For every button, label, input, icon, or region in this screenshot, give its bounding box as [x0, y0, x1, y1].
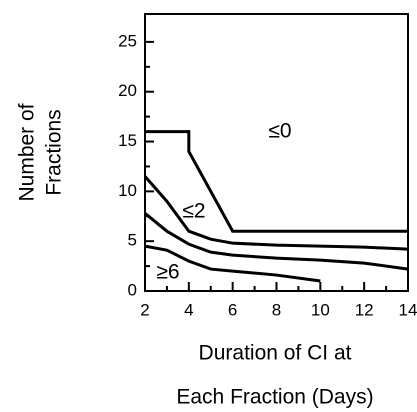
x-tick-label: 2 — [140, 300, 149, 319]
y-tick-label: 5 — [128, 231, 137, 250]
x-axis-label: Duration of CI at — [199, 342, 352, 365]
y-tick-label: 25 — [118, 31, 137, 50]
x-tick-label: 4 — [184, 300, 193, 319]
line-series — [144, 212, 409, 271]
y-tick-label: 0 — [128, 280, 137, 299]
y-axis-label: Number of — [16, 103, 39, 201]
x-tick-label: 12 — [355, 300, 374, 319]
line-series — [143, 175, 409, 251]
annotation: ≤2 — [182, 200, 205, 223]
x-tick-label: 10 — [311, 300, 330, 319]
y-tick-label: 15 — [118, 131, 137, 150]
x-tick-label: 6 — [228, 300, 237, 319]
y-tick-label: 20 — [118, 81, 137, 100]
line-series — [144, 244, 321, 283]
x-tick-label: 14 — [399, 300, 417, 319]
annotation: ≤0 — [268, 120, 291, 143]
annotation: ≥6 — [156, 261, 179, 284]
plot-frame — [144, 13, 409, 292]
x-tick-label: 8 — [272, 300, 281, 319]
y-axis-label: Fractions — [43, 109, 66, 195]
y-tick-label: 10 — [118, 181, 137, 200]
line-series — [145, 130, 408, 233]
x-axis-label: Each Fraction (Days) — [176, 386, 373, 409]
